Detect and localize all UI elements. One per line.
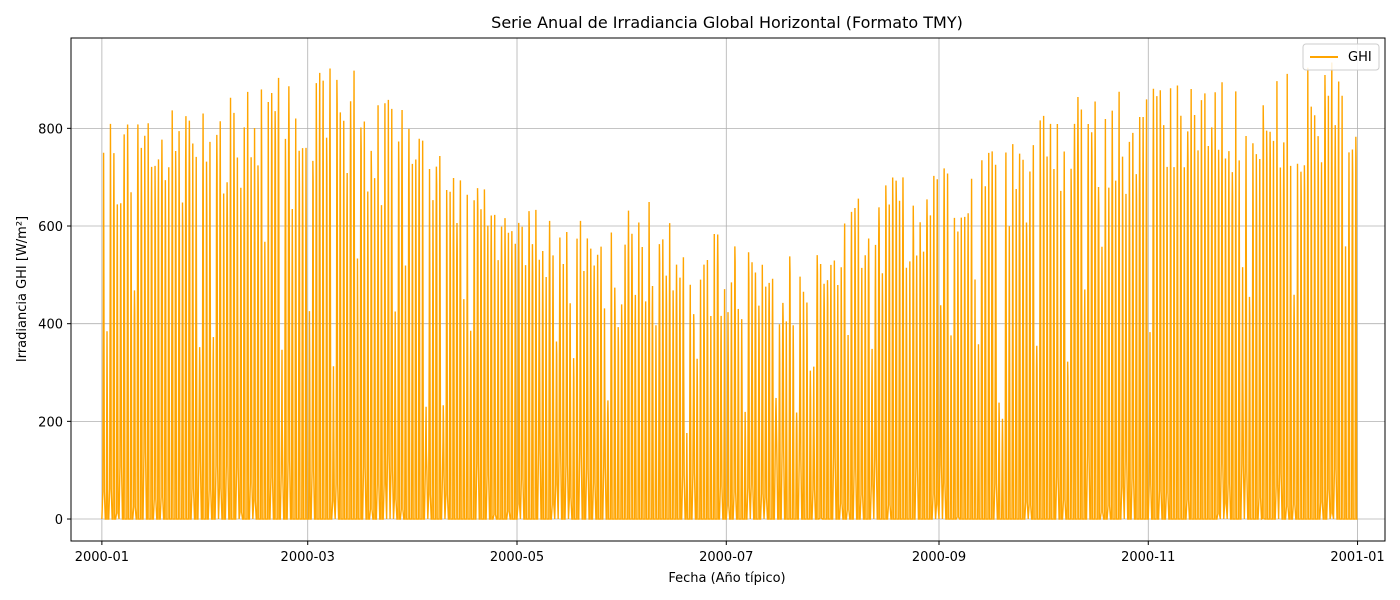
y-tick-label-4: 800 <box>38 122 63 137</box>
y-tick-label-1: 200 <box>38 415 63 430</box>
legend: GHI <box>1302 43 1380 71</box>
x-tick-label-6: 2001-01 <box>1330 550 1384 565</box>
x-tick-label-4: 2000-09 <box>912 550 966 565</box>
ticks: 2000-01 2000-03 2000-05 2000-07 2000-09 2000-… <box>38 122 1385 565</box>
x-axis-label: Fecha (Año típico) <box>668 571 785 586</box>
y-axis-label: Irradiancia GHI [W/m²] <box>15 216 30 362</box>
legend-box <box>1302 43 1380 71</box>
plot-frame <box>70 37 1386 542</box>
y-tick-label-0: 0 <box>55 513 63 528</box>
chart-title: Serie Anual de Irradiancia Global Horizo… <box>491 13 963 32</box>
series-line-ghi <box>101 62 1358 521</box>
x-tick-label-2: 2000-05 <box>490 550 544 565</box>
y-tick-label-3: 600 <box>38 220 63 235</box>
y-tick-label-2: 400 <box>38 318 63 333</box>
x-tick-label-1: 2000-03 <box>281 550 335 565</box>
x-tick-label-5: 2000-11 <box>1121 550 1175 565</box>
x-tick-label-3: 2000-07 <box>699 550 753 565</box>
series-layer <box>101 62 1358 521</box>
x-tick-label-0: 2000-01 <box>75 550 129 565</box>
legend-label-ghi: GHI <box>1348 50 1372 65</box>
